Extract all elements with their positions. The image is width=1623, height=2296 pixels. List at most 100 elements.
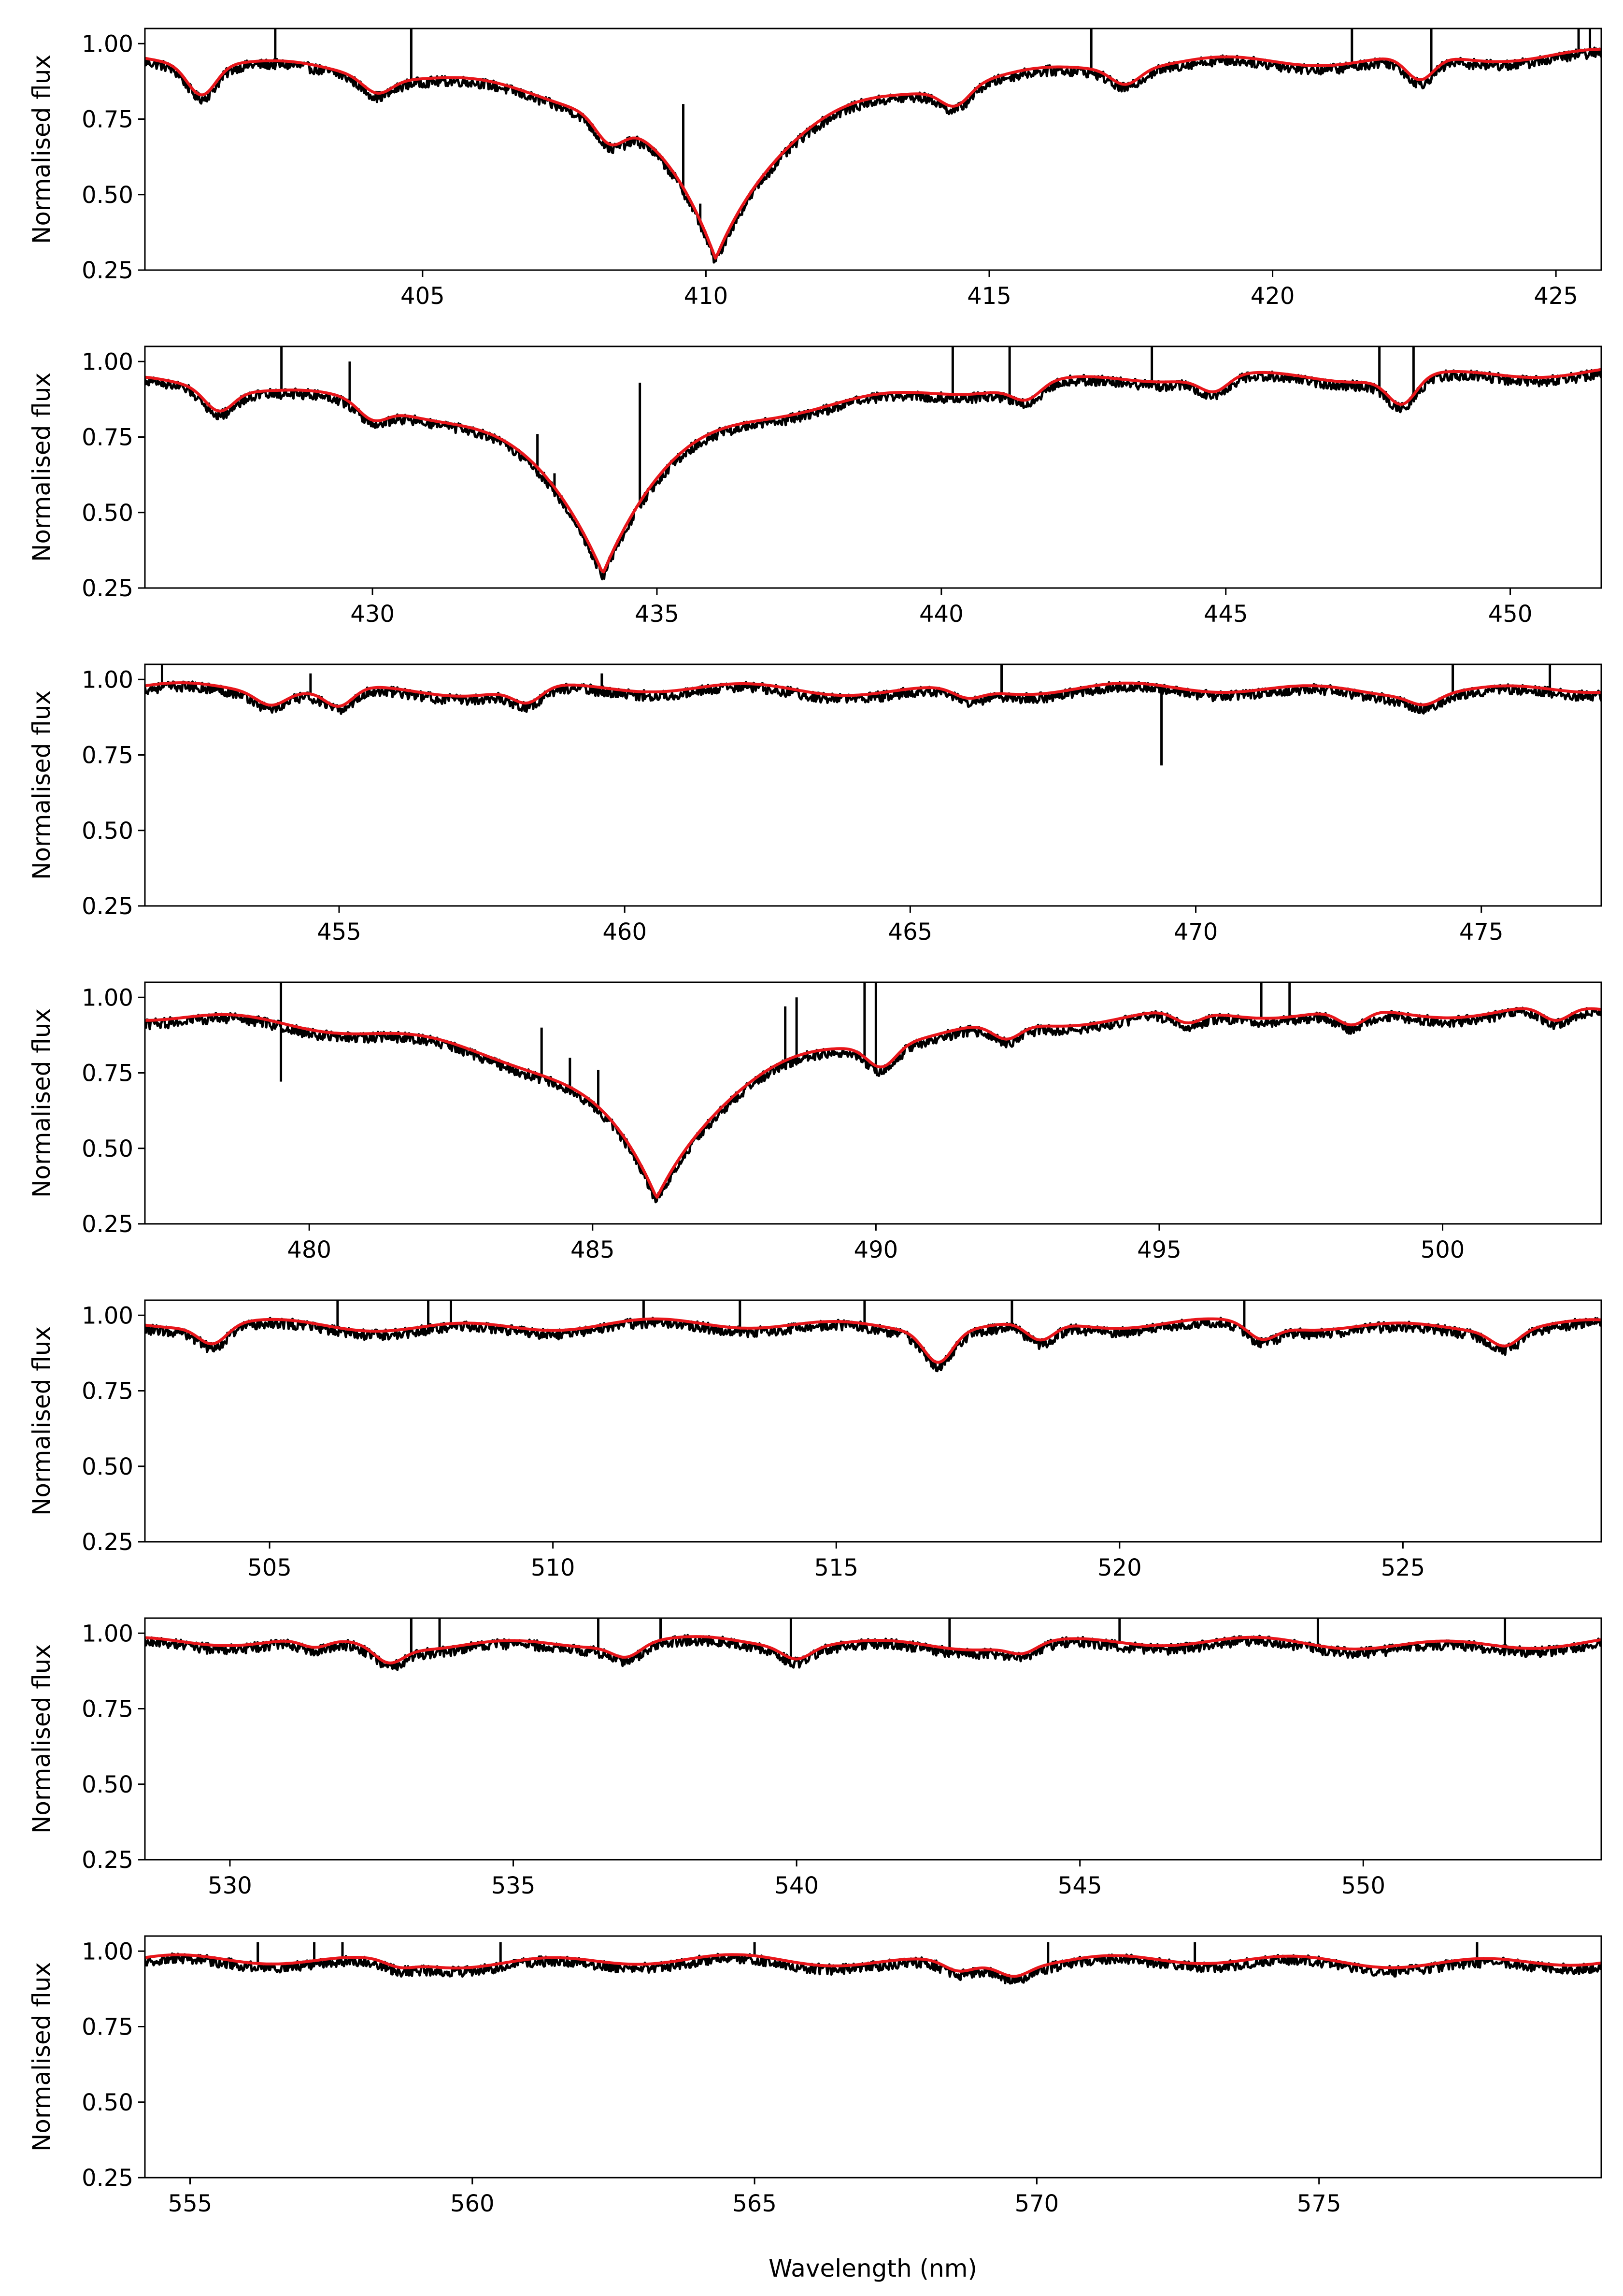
x-tick-label: 480 [287, 1236, 331, 1263]
y-axis-label: Normalised flux [28, 1326, 56, 1516]
y-tick-label: 0.25 [82, 2165, 133, 2192]
plot-area-7 [145, 1942, 1601, 1985]
x-tick-label: 430 [350, 601, 395, 628]
y-tick-label: 0.75 [82, 1696, 133, 1723]
y-axis-label: Normalised flux [28, 1644, 56, 1834]
x-tick-label: 420 [1251, 283, 1295, 310]
x-tick-label: 500 [1421, 1236, 1465, 1263]
x-tick-label: 495 [1137, 1236, 1182, 1263]
y-tick-label: 0.50 [82, 182, 133, 209]
x-tick-label: 405 [400, 283, 445, 310]
x-tick-label: 455 [317, 918, 361, 946]
x-tick-label: 470 [1174, 918, 1218, 946]
y-tick-label: 0.75 [82, 2014, 133, 2041]
y-tick-label: 1.00 [82, 1620, 133, 1647]
x-tick-label: 515 [814, 1554, 858, 1581]
y-tick-label: 1.00 [82, 1302, 133, 1329]
x-tick-label: 465 [888, 918, 933, 946]
y-tick-label: 1.00 [82, 30, 133, 57]
y-tick-label: 0.75 [82, 106, 133, 133]
y-tick-label: 0.25 [82, 1211, 133, 1238]
y-tick-label: 0.75 [82, 1060, 133, 1087]
y-tick-label: 0.50 [82, 1453, 133, 1480]
model-spectrum-line [145, 1953, 1601, 1978]
spectrum-panel-3: 0.25 0.50 0.75 1.00 455 460 465 470 475 Normalise… [28, 663, 1602, 946]
plot-area-3 [145, 664, 1601, 766]
x-tick-label: 565 [732, 2190, 777, 2217]
model-spectrum-line [145, 47, 1601, 260]
axes-frame [144, 1299, 1602, 1543]
y-tick-label: 1.00 [82, 348, 133, 375]
x-tick-label: 435 [635, 601, 679, 628]
axes-frame [144, 28, 1602, 271]
y-tick-label: 0.25 [82, 575, 133, 602]
spectrum-panel-4: 0.25 0.50 0.75 1.00 480 485 490 495 500 Normalise… [28, 981, 1602, 1263]
axes-frame [144, 981, 1602, 1225]
y-axis-label: Normalised flux [28, 373, 56, 562]
x-tick-label: 505 [247, 1554, 292, 1581]
y-tick-label: 1.00 [82, 984, 133, 1011]
spectrum-panel-2: 0.25 0.50 0.75 1.00 430 435 440 445 450 Normalise… [28, 345, 1602, 628]
axes-frame [144, 345, 1602, 589]
plot-area-1 [145, 29, 1601, 264]
y-tick-label: 0.50 [82, 1135, 133, 1162]
x-tick-label: 570 [1015, 2190, 1059, 2217]
x-tick-label: 520 [1097, 1554, 1142, 1581]
x-tick-label: 550 [1341, 1872, 1385, 1899]
x-tick-label: 485 [570, 1236, 615, 1263]
x-tick-label: 490 [854, 1236, 898, 1263]
y-tick-label: 0.75 [82, 424, 133, 451]
x-tick-label: 510 [531, 1554, 575, 1581]
y-tick-label: 0.50 [82, 2089, 133, 2116]
x-tick-label: 410 [684, 283, 728, 310]
x-tick-label: 445 [1204, 601, 1248, 628]
spectrum-panel-7: 0.25 0.50 0.75 1.00 555 560 565 570 575 Normalise… [28, 1935, 1602, 2217]
x-tick-label: 545 [1058, 1872, 1102, 1899]
x-tick-label: 415 [967, 283, 1011, 310]
y-tick-label: 1.00 [82, 1938, 133, 1965]
y-axis-label: Normalised flux [28, 1962, 56, 2152]
y-axis-label: Normalised flux [28, 55, 56, 244]
axes-frame [144, 663, 1602, 907]
y-tick-label: 0.50 [82, 500, 133, 527]
spectrum-panels: 0.25 0.50 0.75 1.00 405 410 415 420 425 Normalise… [28, 28, 1602, 2217]
x-tick-label: 555 [168, 2190, 213, 2217]
spectrum-panel-1: 0.25 0.50 0.75 1.00 405 410 415 420 425 Normalise… [28, 28, 1602, 310]
plot-area-4 [145, 982, 1601, 1204]
axes-frame [144, 1617, 1602, 1861]
y-tick-label: 0.50 [82, 1771, 133, 1798]
y-tick-label: 0.25 [82, 257, 133, 284]
spectrum-panel-5: 0.25 0.50 0.75 1.00 505 510 515 520 525 Normalise… [28, 1299, 1602, 1581]
model-spectrum-line [145, 681, 1601, 708]
x-tick-label: 530 [208, 1872, 252, 1899]
x-tick-label: 475 [1459, 918, 1504, 946]
x-tick-label: 460 [602, 918, 647, 946]
model-spectrum-line [145, 368, 1601, 574]
model-spectrum-line [145, 1635, 1601, 1665]
x-tick-label: 560 [450, 2190, 495, 2217]
axes-frame [144, 1935, 1602, 2179]
x-tick-label: 525 [1381, 1554, 1425, 1581]
y-tick-label: 0.50 [82, 818, 133, 845]
x-tick-label: 575 [1297, 2190, 1341, 2217]
y-tick-label: 0.25 [82, 1529, 133, 1556]
plot-area-2 [145, 346, 1601, 581]
model-spectrum-line [145, 1317, 1601, 1364]
y-tick-label: 0.25 [82, 893, 133, 920]
x-tick-label: 450 [1488, 601, 1533, 628]
spectrum-panel-6: 0.25 0.50 0.75 1.00 530 535 540 545 550 Normalise… [28, 1617, 1602, 1899]
x-tick-label: 440 [919, 601, 964, 628]
y-axis-label: Normalised flux [28, 690, 56, 880]
plot-area-6 [145, 1618, 1601, 1671]
x-axis-label: Wavelength (nm) [769, 2254, 977, 2282]
y-tick-label: 0.75 [82, 1378, 133, 1405]
x-tick-label: 425 [1534, 283, 1578, 310]
y-tick-label: 0.75 [82, 742, 133, 769]
x-tick-label: 535 [491, 1872, 536, 1899]
y-tick-label: 1.00 [82, 666, 133, 693]
y-axis-label: Normalised flux [28, 1008, 56, 1198]
plot-area-5 [145, 1300, 1601, 1373]
y-tick-label: 0.25 [82, 1847, 133, 1874]
x-tick-label: 540 [774, 1872, 819, 1899]
